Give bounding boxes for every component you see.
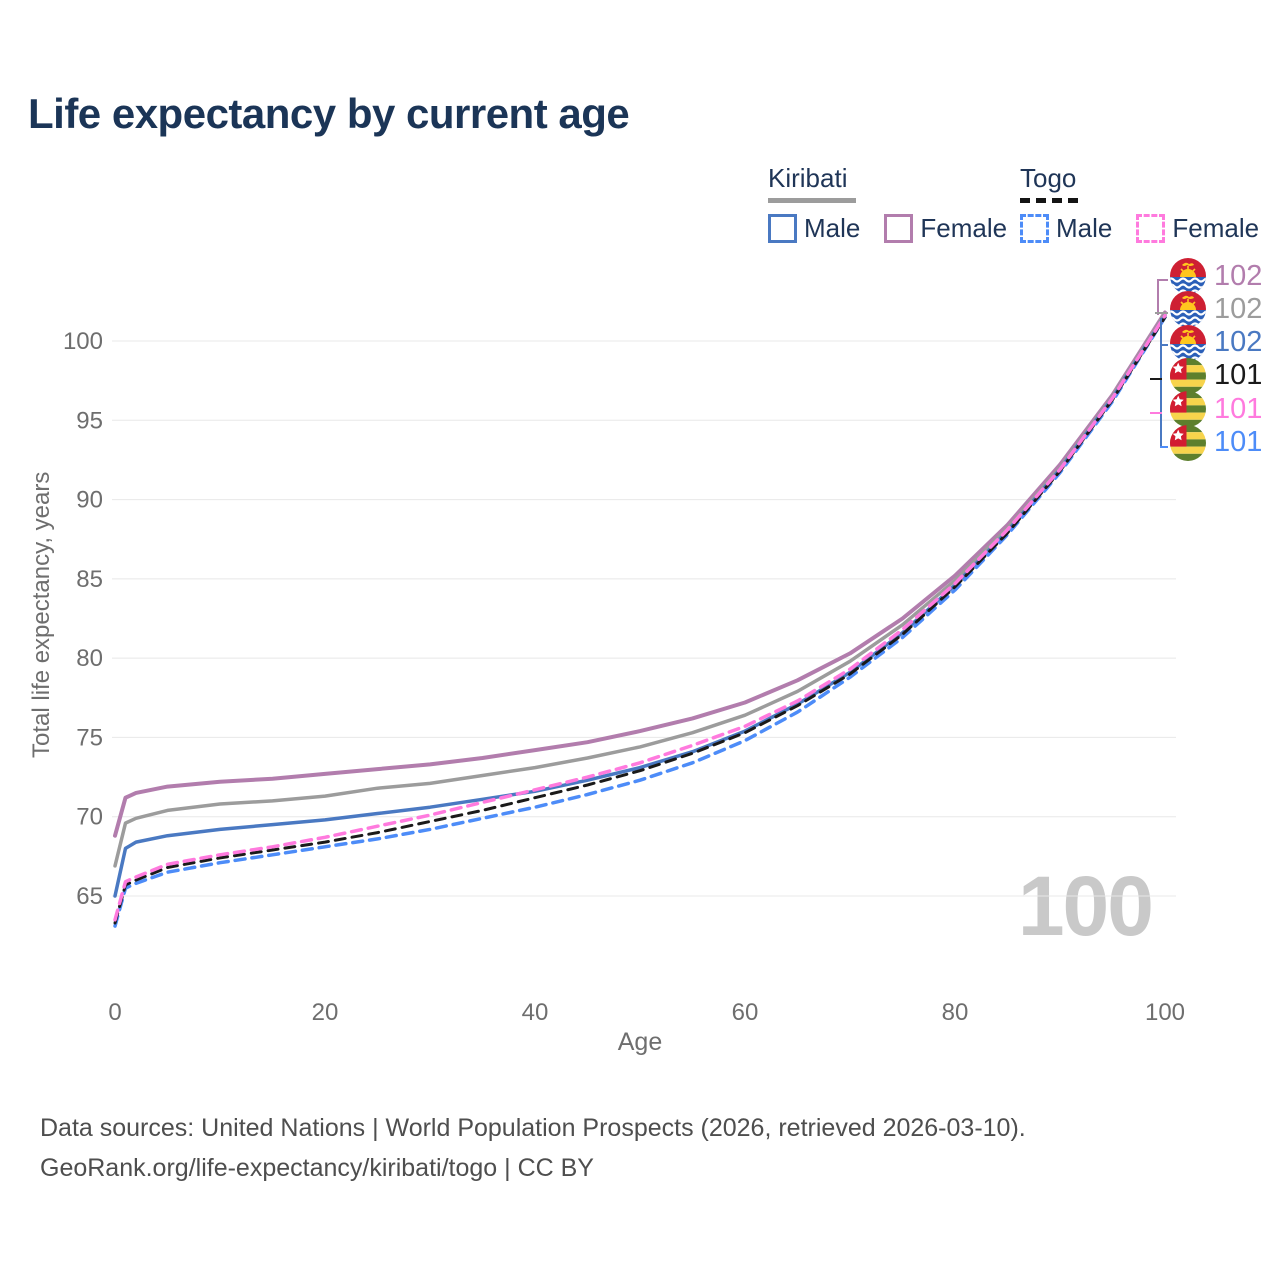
legend-item-kiribati-female[interactable]: Female <box>884 213 1007 244</box>
leader-line <box>1157 279 1168 281</box>
legend-heading-togo: Togo <box>1020 163 1077 193</box>
kiribati-solid-line-sample <box>768 198 856 203</box>
series-end-label-row: 101 <box>1170 357 1263 394</box>
togo-flag-icon <box>1170 391 1206 428</box>
togo-dashed-line-sample <box>1020 198 1078 203</box>
series-line-kiribati-male <box>113 313 1167 898</box>
y-tick-label: 95 <box>76 407 103 434</box>
kiribati-flag-icon <box>1170 324 1206 361</box>
x-tick-label: 40 <box>522 999 549 1026</box>
legend-item-kiribati-male[interactable]: Male <box>768 213 860 244</box>
x-tick-label: 100 <box>1145 999 1185 1026</box>
x-tick-label: 20 <box>312 999 339 1026</box>
series-end-label-row: 101 <box>1170 424 1263 461</box>
kiribati-female-swatch-icon[interactable] <box>884 214 914 243</box>
series-end-value: 101 <box>1214 426 1263 458</box>
leader-line <box>1160 318 1162 448</box>
y-tick-label: 75 <box>76 724 103 751</box>
legend-item-togo-male[interactable]: Male <box>1020 213 1112 244</box>
series-end-value: 101 <box>1214 392 1263 425</box>
leader-line <box>1160 446 1168 448</box>
legend-group-kiribati: Kiribati Male Female <box>768 163 1007 244</box>
series-line-togo-both-sexes <box>113 315 1167 925</box>
series-end-value: 102 <box>1214 259 1263 292</box>
legend-item-label: Female <box>1172 213 1260 243</box>
series-end-value: 101 <box>1214 359 1263 392</box>
legend-item-togo-female[interactable]: Female <box>1136 213 1259 244</box>
leader-line <box>1150 412 1162 414</box>
togo-male-swatch-icon[interactable] <box>1020 214 1049 243</box>
series-end-value: 102 <box>1214 292 1263 325</box>
series-line-togo-male <box>113 315 1167 928</box>
leader-line <box>1150 378 1162 380</box>
kiribati-flag-icon <box>1170 291 1206 328</box>
series-end-label-row: 102 <box>1170 324 1263 361</box>
x-tick-label: 0 <box>108 999 121 1026</box>
series-line-kiribati-both-sexes <box>113 312 1167 868</box>
series-end-label-row: 102 <box>1170 291 1263 328</box>
y-tick-label: 65 <box>76 883 103 910</box>
legend-item-label: Female <box>920 213 1008 243</box>
page-title: Life expectancy by current age <box>28 90 630 137</box>
y-tick-label: 85 <box>76 566 103 593</box>
x-axis-title: Age <box>617 1028 663 1056</box>
togo-flag-icon <box>1170 357 1206 394</box>
kiribati-male-swatch-icon[interactable] <box>768 214 797 243</box>
series-line-kiribati-female <box>113 310 1167 838</box>
y-tick-label: 90 <box>76 487 103 514</box>
legend-item-label: Male <box>804 213 861 243</box>
legend-heading-kiribati: Kiribati <box>768 163 848 193</box>
leader-line <box>1157 279 1159 315</box>
data-source-footer: Data sources: United Nations | World Pop… <box>40 1108 1026 1188</box>
y-tick-label: 100 <box>63 328 103 355</box>
x-tick-label: 80 <box>942 999 969 1026</box>
y-tick-label: 70 <box>76 804 103 831</box>
series-end-label-row: 102 <box>1170 258 1263 294</box>
series-end-value: 102 <box>1214 326 1263 359</box>
leader-line <box>1160 344 1168 346</box>
leader-line <box>1155 312 1168 314</box>
series-line-togo-female <box>113 313 1167 922</box>
legend-item-label: Male <box>1056 213 1113 243</box>
togo-flag-icon <box>1170 424 1206 461</box>
data-source-line: Data sources: United Nations | World Pop… <box>40 1114 1026 1142</box>
series-end-label-row: 101 <box>1170 391 1263 428</box>
attribution-line: GeoRank.org/life-expectancy/kiribati/tog… <box>40 1154 594 1182</box>
age-counter-watermark: 100 <box>1017 859 1154 953</box>
togo-female-swatch-icon[interactable] <box>1136 214 1166 243</box>
x-tick-label: 60 <box>732 999 759 1026</box>
y-tick-label: 80 <box>76 645 103 672</box>
kiribati-flag-icon <box>1170 258 1206 294</box>
legend-group-togo: Togo Male Female <box>1020 163 1259 244</box>
